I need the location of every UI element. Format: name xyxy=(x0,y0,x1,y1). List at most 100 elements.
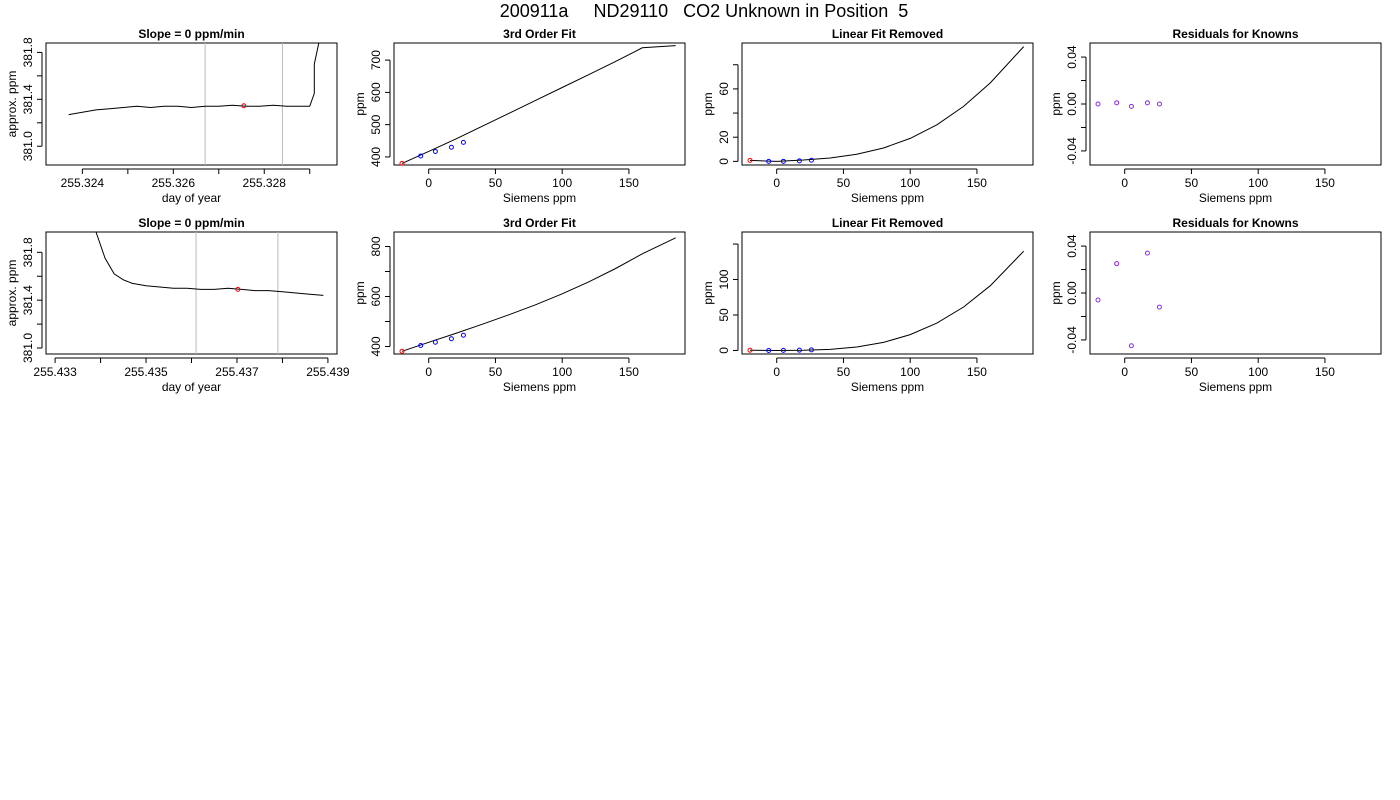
x-tick-label: 50 xyxy=(1185,365,1199,379)
panel-7: Linear Fit Removed 0 50 100 150 Siemens ppm 0 5… xyxy=(701,216,1034,394)
x-axis-label: Siemens ppm xyxy=(503,380,576,394)
data-point xyxy=(780,347,786,353)
data-point xyxy=(1095,297,1101,303)
x-tick-label: 255.437 xyxy=(215,365,259,379)
x-tick-label: 255.324 xyxy=(61,176,105,190)
x-tick-label: 255.328 xyxy=(243,176,287,190)
x-axis-label: Siemens ppm xyxy=(1199,191,1272,205)
data-point xyxy=(808,347,814,353)
data-point xyxy=(766,158,772,164)
x-tick-label: 100 xyxy=(552,365,572,379)
series-line xyxy=(401,237,676,352)
x-tick-label: 255.435 xyxy=(124,365,168,379)
series-line xyxy=(749,250,1025,352)
plot-frame xyxy=(45,231,338,355)
plot-frame xyxy=(741,42,1034,166)
x-tick-label: 150 xyxy=(1315,176,1335,190)
x-axis-label: Siemens ppm xyxy=(1199,380,1272,394)
plot-frame xyxy=(393,231,686,355)
y-tick-label: -0.04 xyxy=(1065,137,1079,165)
data-point xyxy=(432,148,438,154)
x-tick-label: 50 xyxy=(837,176,851,190)
data-point xyxy=(1144,250,1150,256)
y-tick-label: 100 xyxy=(717,269,731,289)
x-axis-label: day of year xyxy=(162,380,221,394)
x-tick-label: 100 xyxy=(1248,365,1268,379)
panel-title: Linear Fit Removed xyxy=(832,27,943,41)
x-tick-label: 50 xyxy=(489,365,503,379)
y-tick-label: 60 xyxy=(717,82,731,96)
x-tick-label: 0 xyxy=(773,365,780,379)
x-tick-label: 0 xyxy=(1121,176,1128,190)
highlight-point xyxy=(235,286,241,292)
x-tick-label: 0 xyxy=(773,176,780,190)
x-tick-label: 100 xyxy=(552,176,572,190)
data-point xyxy=(418,343,424,348)
plot-frame xyxy=(393,42,686,166)
highlight-point xyxy=(747,157,753,163)
y-tick-label: 381.4 xyxy=(21,84,35,114)
x-tick-label: 0 xyxy=(425,176,432,190)
y-tick-label: 600 xyxy=(369,82,383,102)
panel-8: Residuals for Knowns 0 50 100 150 Siemens ppm… xyxy=(1049,216,1382,394)
y-tick-label: 400 xyxy=(369,147,383,167)
panel-1: Slope = 0 ppm/min 255.324 255.326 255.328 da… xyxy=(5,27,338,205)
y-tick-label: 20 xyxy=(717,130,731,144)
x-tick-label: 0 xyxy=(1121,365,1128,379)
data-point xyxy=(1128,103,1134,109)
highlight-point xyxy=(747,347,753,353)
data-point xyxy=(1156,101,1162,107)
data-point xyxy=(460,332,466,338)
y-tick-label: 381.8 xyxy=(21,237,35,267)
plot-frame xyxy=(1089,231,1382,355)
x-tick-label: 255.326 xyxy=(152,176,196,190)
y-tick-label: 0.04 xyxy=(1065,234,1079,258)
x-tick-label: 150 xyxy=(967,365,987,379)
data-point xyxy=(1144,100,1150,106)
y-tick-label: 500 xyxy=(369,114,383,134)
highlight-point xyxy=(399,348,405,354)
highlight-point xyxy=(241,103,247,109)
x-tick-label: 100 xyxy=(1248,176,1268,190)
panel-4: Residuals for Knowns 0 50 100 150 Siemens ppm… xyxy=(1049,27,1382,205)
x-tick-label: 150 xyxy=(1315,365,1335,379)
y-axis-label: approx. ppm xyxy=(5,260,19,327)
x-tick-label: 150 xyxy=(619,365,639,379)
panel-title: Residuals for Knowns xyxy=(1172,27,1298,41)
panel-title: 3rd Order Fit xyxy=(503,27,576,41)
panel-title: Residuals for Knowns xyxy=(1172,216,1298,230)
y-axis-label: ppm xyxy=(701,281,715,304)
x-tick-label: 50 xyxy=(1185,176,1199,190)
plot-frame xyxy=(1089,42,1382,166)
data-point xyxy=(418,153,424,159)
highlight-point xyxy=(399,160,405,166)
x-tick-label: 100 xyxy=(900,365,920,379)
data-point xyxy=(1114,100,1120,106)
y-tick-label: 0 xyxy=(717,158,731,165)
data-point xyxy=(1156,304,1162,310)
y-axis-label: ppm xyxy=(353,281,367,304)
x-axis-label: Siemens ppm xyxy=(851,380,924,394)
y-tick-label: 381.0 xyxy=(21,333,35,363)
data-point xyxy=(766,347,772,353)
x-tick-label: 255.433 xyxy=(33,365,77,379)
y-axis-label: ppm xyxy=(1049,281,1063,304)
plot-frame xyxy=(741,231,1034,355)
y-tick-label: 600 xyxy=(369,286,383,306)
y-tick-label: -0.04 xyxy=(1065,326,1079,354)
panel-3: Linear Fit Removed 0 50 100 150 Siemens ppm 0 2… xyxy=(701,27,1034,205)
x-tick-label: 0 xyxy=(425,365,432,379)
panel-title: Linear Fit Removed xyxy=(832,216,943,230)
data-point xyxy=(1128,343,1134,349)
y-axis-label: ppm xyxy=(1049,92,1063,115)
y-tick-label: 0.00 xyxy=(1065,281,1079,305)
y-tick-label: 381.4 xyxy=(21,285,35,315)
series-line xyxy=(401,45,676,164)
data-point xyxy=(448,144,454,150)
series-line xyxy=(749,46,1025,162)
data-point xyxy=(1095,101,1101,107)
x-tick-label: 50 xyxy=(489,176,503,190)
data-point xyxy=(432,339,438,345)
x-tick-label: 150 xyxy=(967,176,987,190)
